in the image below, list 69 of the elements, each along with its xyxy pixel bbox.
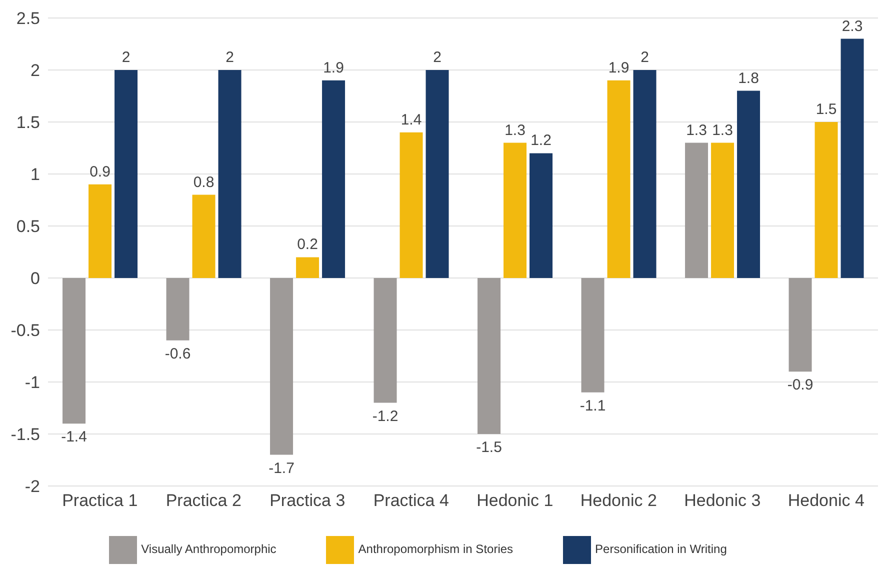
y-tick-label: 0	[30, 269, 40, 288]
data-label: -1.4	[61, 428, 87, 446]
x-tick-label: Hedonic 1	[476, 491, 554, 510]
x-tick-label: Practica 2	[166, 491, 242, 510]
bar	[504, 142, 527, 278]
legend-label: Anthropomorphism in Stories	[358, 542, 514, 556]
bar	[737, 90, 760, 278]
y-tick-label: 2	[30, 61, 40, 80]
data-label: -0.9	[787, 376, 814, 394]
data-label: -1.2	[372, 408, 398, 425]
data-label: 1.3	[504, 122, 526, 139]
bar	[192, 194, 216, 278]
y-tick-label: 0.5	[16, 217, 40, 236]
data-label: -1.7	[268, 460, 294, 477]
x-tick-label: Practica 4	[373, 491, 449, 510]
data-label: -0.6	[164, 345, 191, 362]
data-label: 1.9	[323, 59, 344, 76]
bar	[218, 70, 242, 278]
data-label: 2	[640, 49, 649, 66]
x-tick-label: Hedonic 2	[580, 491, 657, 510]
data-label: 2.3	[842, 18, 863, 35]
data-label: 1.3	[686, 122, 707, 139]
x-tick-label: Practica 1	[62, 491, 138, 510]
bar	[607, 80, 630, 278]
bar	[814, 122, 838, 278]
bar	[322, 80, 346, 278]
x-tick-label: Hedonic 3	[684, 491, 761, 510]
bar	[426, 70, 449, 278]
x-tick-label: Practica 3	[270, 491, 346, 510]
data-label: 1.4	[400, 111, 422, 128]
data-label: 1.3	[712, 122, 733, 139]
data-label: 0.2	[297, 236, 318, 254]
data-label: 2	[122, 49, 130, 66]
bar	[88, 184, 112, 278]
y-tick-label: 1	[30, 165, 40, 184]
bar	[685, 142, 708, 278]
legend-label: Visually Anthropomorphic	[141, 542, 276, 556]
y-tick-label: -0.5	[10, 321, 40, 340]
y-tick-label: 1.5	[16, 113, 40, 132]
bar	[114, 70, 138, 278]
bar	[270, 278, 294, 455]
bar	[711, 142, 734, 278]
data-label: -1.1	[580, 397, 606, 414]
bar	[166, 278, 190, 340]
data-label: -1.5	[476, 439, 502, 456]
data-label: 1.5	[816, 101, 837, 118]
y-tick-label: 2.5	[16, 9, 40, 28]
data-label: 0.9	[90, 163, 110, 180]
bar	[581, 278, 604, 392]
bar	[840, 38, 864, 278]
y-tick-label: -1	[24, 373, 40, 392]
bar	[400, 132, 423, 278]
bar	[374, 278, 397, 403]
bar	[788, 278, 812, 372]
y-tick-label: -2	[24, 477, 40, 496]
x-tick-label: Hedonic 4	[788, 491, 864, 510]
y-tick-label: -1.5	[10, 425, 40, 444]
data-label: 2	[226, 49, 234, 66]
bar	[296, 257, 320, 278]
data-label: 1.9	[608, 59, 630, 76]
bar	[633, 70, 656, 278]
bar	[478, 278, 501, 434]
data-label: 2	[433, 49, 442, 66]
bar	[62, 278, 86, 424]
legend-label: Personification in Writing	[595, 542, 727, 556]
data-label: 1.2	[530, 132, 552, 150]
data-label: 0.8	[193, 174, 214, 191]
data-label: 1.8	[738, 70, 759, 87]
bar	[530, 153, 553, 278]
